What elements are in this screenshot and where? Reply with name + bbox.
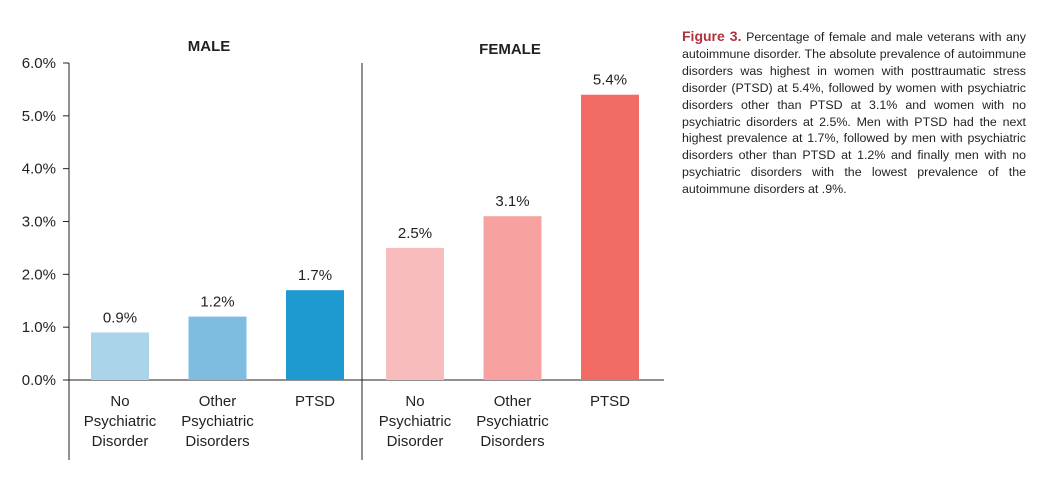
y-tick-label: 4.0% <box>22 161 56 178</box>
data-label: 5.4% <box>593 72 627 89</box>
category-label: Disorder <box>387 433 444 450</box>
data-label: 1.7% <box>298 267 332 284</box>
bar <box>483 216 542 380</box>
y-tick-label: 1.0% <box>22 319 56 336</box>
data-label: 1.2% <box>200 294 234 311</box>
data-label: 3.1% <box>495 193 529 210</box>
figure-caption: Figure 3. Percentage of female and male … <box>682 28 1026 198</box>
category-label: Other <box>494 393 532 410</box>
bar <box>91 332 149 380</box>
category-label: Other <box>199 393 237 410</box>
bar <box>188 316 247 380</box>
bar-chart: 0.0% 1.0% 2.0% 3.0% 4.0% 5.0% 6.0% MALE 0.9% No Ps… <box>22 38 664 460</box>
bar <box>386 247 444 380</box>
category-label: No <box>110 393 129 410</box>
category-label: Psychiatric <box>379 413 452 430</box>
category-label: Disorders <box>185 433 249 450</box>
group-title-female: FEMALE <box>479 41 541 58</box>
category-label: PTSD <box>590 393 630 410</box>
bar <box>581 94 639 380</box>
caption-label: Figure 3. <box>682 28 742 44</box>
category-label: Psychiatric <box>181 413 254 430</box>
data-label: 2.5% <box>398 225 432 242</box>
category-label: No <box>405 393 424 410</box>
category-label: Psychiatric <box>476 413 549 430</box>
y-tick-label: 6.0% <box>22 55 56 72</box>
y-tick-label: 3.0% <box>22 214 56 231</box>
category-label: Disorders <box>480 433 544 450</box>
category-label: Disorder <box>92 433 149 450</box>
category-label: PTSD <box>295 393 335 410</box>
y-tick-label: 0.0% <box>22 372 56 389</box>
bar <box>286 290 344 380</box>
y-tick-label: 2.0% <box>22 266 56 283</box>
group-title-male: MALE <box>188 38 231 55</box>
category-label: Psychiatric <box>84 413 157 430</box>
caption-text: Percentage of female and male veterans w… <box>682 30 1026 197</box>
y-tick-label: 5.0% <box>22 108 56 125</box>
data-label: 0.9% <box>103 309 137 326</box>
